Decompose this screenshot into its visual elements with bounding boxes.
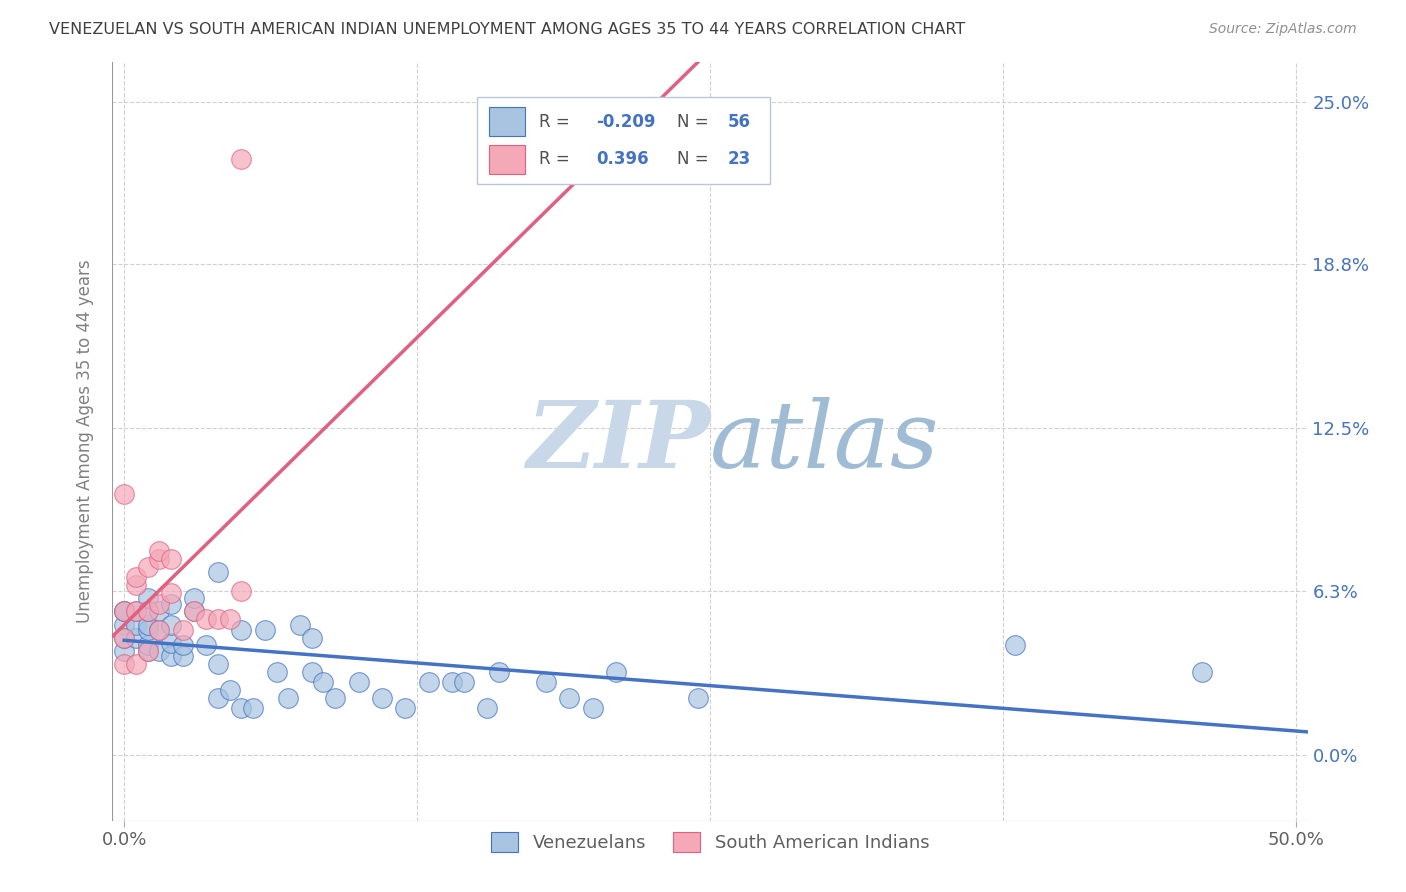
- Point: [148, 643, 170, 657]
- Point: [136, 623, 159, 637]
- Point: [125, 605, 148, 619]
- Point: [136, 591, 159, 606]
- Point: [112, 605, 135, 619]
- Point: [347, 675, 370, 690]
- Point: [136, 560, 159, 574]
- Text: Source: ZipAtlas.com: Source: ZipAtlas.com: [1209, 22, 1357, 37]
- FancyBboxPatch shape: [477, 96, 770, 184]
- Point: [172, 639, 194, 653]
- Point: [136, 605, 159, 619]
- Text: R =: R =: [538, 112, 575, 130]
- Point: [136, 617, 159, 632]
- Text: 23: 23: [728, 151, 751, 169]
- Point: [172, 623, 194, 637]
- Point: [148, 623, 170, 637]
- Text: R =: R =: [538, 151, 581, 169]
- Point: [125, 657, 148, 671]
- Point: [207, 612, 229, 626]
- Point: [488, 665, 510, 679]
- Point: [242, 701, 264, 715]
- Bar: [489, 107, 524, 136]
- Point: [288, 617, 311, 632]
- Text: VENEZUELAN VS SOUTH AMERICAN INDIAN UNEMPLOYMENT AMONG AGES 35 TO 44 YEARS CORRE: VENEZUELAN VS SOUTH AMERICAN INDIAN UNEM…: [49, 22, 966, 37]
- Point: [394, 701, 416, 715]
- Point: [160, 597, 183, 611]
- Point: [231, 583, 253, 598]
- Point: [183, 605, 205, 619]
- Text: 0.396: 0.396: [596, 151, 650, 169]
- Point: [312, 675, 335, 690]
- Point: [160, 617, 183, 632]
- Point: [148, 597, 170, 611]
- Y-axis label: Unemployment Among Ages 35 to 44 years: Unemployment Among Ages 35 to 44 years: [76, 260, 94, 624]
- Point: [207, 566, 229, 580]
- Point: [136, 605, 159, 619]
- Point: [218, 682, 240, 697]
- Point: [112, 657, 135, 671]
- Point: [231, 623, 253, 637]
- Point: [688, 690, 710, 705]
- Point: [148, 623, 170, 637]
- Point: [231, 701, 253, 715]
- Point: [195, 612, 218, 626]
- Point: [112, 631, 135, 645]
- Point: [136, 643, 159, 657]
- Point: [534, 675, 557, 690]
- Point: [112, 643, 135, 657]
- Legend: Venezuelans, South American Indians: Venezuelans, South American Indians: [482, 823, 938, 861]
- Point: [1191, 665, 1213, 679]
- Point: [207, 657, 229, 671]
- Point: [112, 605, 135, 619]
- Point: [148, 552, 170, 566]
- Text: ZIP: ZIP: [526, 397, 710, 486]
- Point: [1004, 639, 1026, 653]
- Point: [172, 648, 194, 663]
- Point: [160, 586, 183, 600]
- Point: [558, 690, 581, 705]
- Point: [231, 152, 253, 166]
- Point: [477, 701, 499, 715]
- Text: N =: N =: [676, 151, 713, 169]
- Point: [266, 665, 288, 679]
- Point: [218, 612, 240, 626]
- Text: N =: N =: [676, 112, 713, 130]
- Point: [148, 544, 170, 558]
- Text: 56: 56: [728, 112, 751, 130]
- Point: [125, 631, 148, 645]
- Point: [112, 605, 135, 619]
- Point: [112, 617, 135, 632]
- Point: [195, 639, 218, 653]
- Point: [301, 665, 323, 679]
- Point: [371, 690, 394, 705]
- Point: [112, 487, 135, 501]
- Point: [207, 690, 229, 705]
- Point: [148, 605, 170, 619]
- Point: [301, 631, 323, 645]
- Point: [253, 623, 276, 637]
- Bar: [489, 145, 524, 174]
- Point: [582, 701, 605, 715]
- Point: [418, 675, 440, 690]
- Text: atlas: atlas: [710, 397, 939, 486]
- Point: [323, 690, 346, 705]
- Point: [125, 605, 148, 619]
- Point: [125, 578, 148, 592]
- Point: [125, 617, 148, 632]
- Point: [136, 639, 159, 653]
- Point: [136, 643, 159, 657]
- Point: [183, 605, 205, 619]
- Point: [441, 675, 464, 690]
- Point: [112, 631, 135, 645]
- Point: [277, 690, 299, 705]
- Point: [160, 636, 183, 650]
- Point: [183, 591, 205, 606]
- Point: [160, 552, 183, 566]
- Point: [605, 665, 627, 679]
- Point: [125, 570, 148, 584]
- Text: -0.209: -0.209: [596, 112, 657, 130]
- Point: [160, 648, 183, 663]
- Point: [453, 675, 475, 690]
